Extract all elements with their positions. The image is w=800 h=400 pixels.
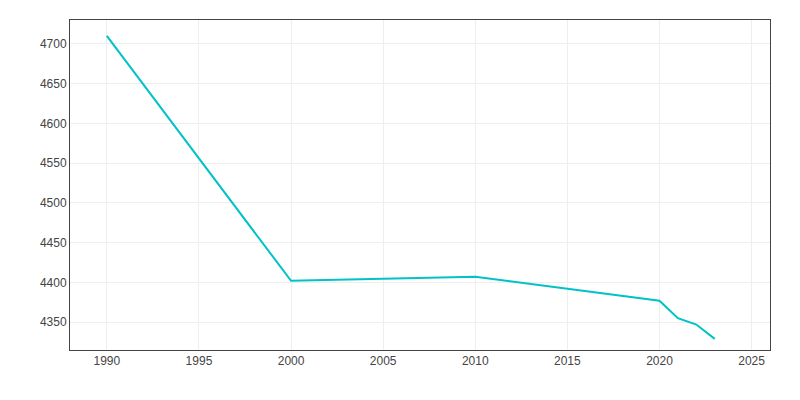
svg-text:4550: 4550 — [40, 156, 67, 170]
svg-text:4450: 4450 — [40, 236, 67, 250]
svg-text:4700: 4700 — [40, 37, 67, 51]
svg-text:4600: 4600 — [40, 117, 67, 131]
svg-text:2025: 2025 — [738, 354, 765, 368]
svg-text:1995: 1995 — [186, 354, 213, 368]
svg-text:1990: 1990 — [93, 354, 120, 368]
svg-text:4350: 4350 — [40, 315, 67, 329]
svg-text:2020: 2020 — [646, 354, 673, 368]
svg-text:2000: 2000 — [278, 354, 305, 368]
svg-text:4500: 4500 — [40, 196, 67, 210]
svg-text:4650: 4650 — [40, 77, 67, 91]
svg-text:2010: 2010 — [462, 354, 489, 368]
svg-text:4400: 4400 — [40, 276, 67, 290]
svg-text:2005: 2005 — [370, 354, 397, 368]
svg-text:2015: 2015 — [554, 354, 581, 368]
